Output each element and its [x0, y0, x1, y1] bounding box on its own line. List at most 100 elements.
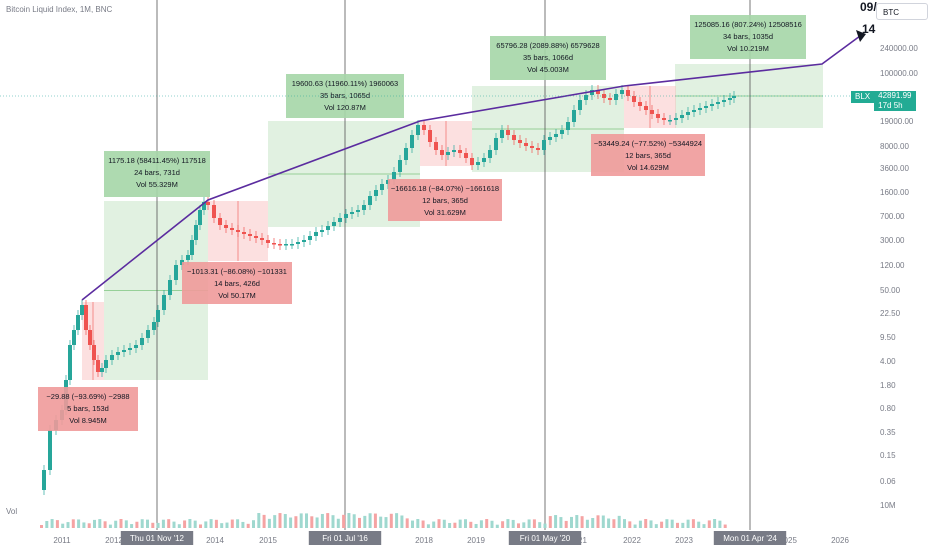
volume-bar: [82, 522, 86, 528]
y-tick-label: 120.00: [880, 261, 905, 270]
volume-bar: [151, 522, 155, 528]
candle-body: [344, 214, 348, 218]
volume-bar: [495, 524, 499, 528]
candle-body: [218, 218, 222, 225]
price-tag-price: 42891.99: [878, 91, 912, 100]
volume-bar: [135, 521, 139, 528]
candle-body: [284, 244, 288, 246]
volume-bar: [358, 517, 361, 528]
candle-body: [116, 352, 120, 355]
volume-bar: [55, 520, 59, 528]
range-up-label: 35 bars, 1066d: [523, 53, 573, 62]
volume-bar: [548, 516, 552, 528]
trend-line: [81, 35, 861, 301]
candle-body: [146, 330, 150, 338]
volume-bar: [453, 522, 457, 528]
range-down-label: 5 bars, 153d: [67, 404, 109, 413]
volume-bar: [532, 519, 536, 528]
candle-body: [698, 108, 702, 110]
range-up-label: Vol 120.87M: [324, 103, 366, 112]
candle-body: [488, 150, 492, 158]
volume-label: Vol: [6, 507, 18, 516]
volume-bar: [464, 519, 467, 528]
candle-body: [530, 146, 534, 148]
volume-bar: [389, 513, 393, 528]
volume-bar: [676, 522, 679, 528]
volume-bar: [474, 523, 478, 528]
x-tick-label: 2012: [105, 536, 123, 545]
volume-bar: [167, 519, 171, 528]
candle-body: [92, 345, 96, 360]
range-up-label: Vol 45.003M: [527, 65, 569, 74]
x-tick-label: 2025: [779, 536, 797, 545]
volume-bar: [448, 523, 452, 528]
x-tick-label: 2022: [623, 536, 641, 545]
candle-body: [152, 322, 156, 330]
y-tick-label: 700.00: [880, 212, 905, 221]
volume-bar: [554, 515, 558, 528]
price-tag-countdown: 17d 5h: [878, 101, 903, 110]
range-down-label: −29.88 (−93.69%) −2988: [46, 392, 129, 401]
range-up-label: Vol 10.219M: [727, 44, 769, 53]
volume-bar: [612, 519, 616, 528]
y-tick-label: 0.15: [880, 451, 896, 460]
volume-bar: [501, 521, 505, 528]
candle-body: [48, 430, 52, 470]
candle-body: [722, 100, 726, 102]
candle-body: [290, 244, 294, 246]
candle-body: [542, 140, 546, 150]
volume-bar: [442, 519, 446, 528]
volume-bar: [310, 516, 314, 528]
volume-bar: [718, 520, 722, 528]
volume-bar: [124, 520, 128, 528]
volume-bar: [665, 519, 669, 528]
candle-body: [578, 100, 582, 110]
y-tick-label: 4.00: [880, 357, 896, 366]
y-tick-label: 50.00: [880, 286, 901, 295]
volume-bar: [416, 519, 420, 528]
candle-body: [242, 232, 246, 234]
volume-bar: [236, 519, 240, 528]
candle-body: [72, 330, 76, 345]
volume-bar: [601, 515, 605, 528]
volume-bar: [71, 519, 75, 528]
volume-bar: [77, 519, 81, 528]
volume-bar: [485, 519, 489, 528]
candle-body: [254, 236, 258, 238]
range-down-label: 14 bars, 426d: [214, 279, 260, 288]
volume-bar: [511, 519, 515, 528]
range-down-label-bg: [182, 262, 292, 304]
candle-body: [476, 162, 480, 165]
range-down-label: −16616.18 (−84.07%) −1661618: [391, 184, 499, 193]
range-up-label: 125085.16 (807.24%) 12508516: [694, 20, 802, 29]
volume-bar: [199, 524, 202, 528]
volume-bar: [230, 519, 234, 528]
symbol-button[interactable]: BTC: [876, 3, 928, 20]
range-labels-layer: 1175.18 (58411.45%) 117518 24 bars, 731d V…: [38, 15, 806, 431]
volume-bar: [193, 520, 197, 528]
volume-bar: [479, 520, 483, 528]
candle-body: [590, 90, 594, 95]
candle-body: [194, 225, 198, 240]
candle-body: [308, 236, 312, 240]
volume-bar: [681, 522, 685, 528]
volume-layer: [40, 513, 727, 528]
x-tick-label: 2011: [53, 536, 71, 545]
volume-bar: [45, 520, 49, 528]
volume-bar: [713, 519, 717, 528]
volume-bar: [87, 523, 91, 528]
volume-bar: [527, 519, 531, 528]
volume-bar: [119, 519, 123, 528]
volume-bar: [326, 513, 330, 528]
volume-bar: [702, 524, 706, 528]
candle-body: [506, 130, 510, 135]
volume-bar: [564, 520, 568, 528]
candle-body: [202, 202, 206, 210]
volume-bar: [697, 521, 701, 528]
volume-bar: [103, 521, 107, 528]
volume-bar: [225, 522, 229, 528]
candle-body: [374, 190, 378, 196]
volume-bar: [331, 515, 335, 528]
range-down-label: 12 bars, 365d: [625, 151, 671, 160]
candle-body: [482, 158, 486, 162]
